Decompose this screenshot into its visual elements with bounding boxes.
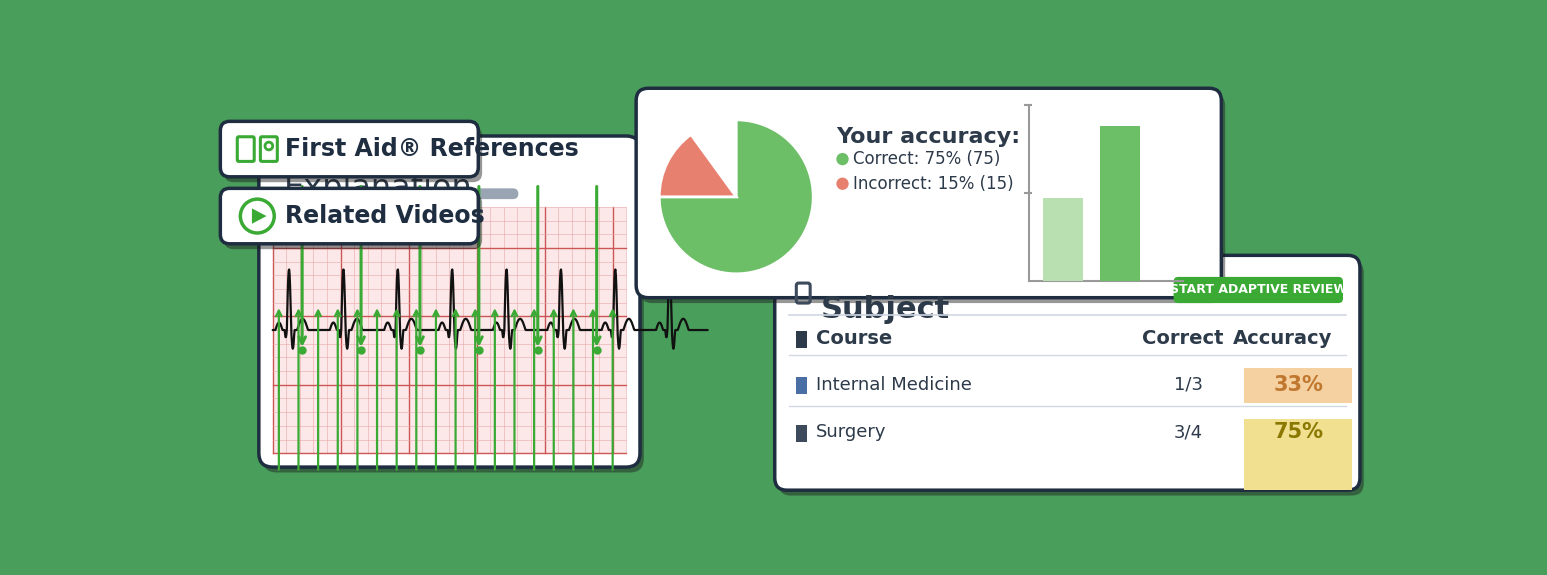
FancyBboxPatch shape xyxy=(263,141,644,473)
Text: START ADAPTIVE REVIEW: START ADAPTIVE REVIEW xyxy=(1170,283,1347,297)
Text: Accuracy: Accuracy xyxy=(1233,329,1332,348)
FancyBboxPatch shape xyxy=(224,194,483,249)
FancyBboxPatch shape xyxy=(636,88,1221,298)
FancyBboxPatch shape xyxy=(283,189,371,199)
Bar xyxy=(1100,126,1140,281)
Wedge shape xyxy=(659,120,814,274)
FancyBboxPatch shape xyxy=(220,189,478,244)
Bar xyxy=(1244,419,1352,490)
Bar xyxy=(797,331,808,348)
Text: Correct: 75% (75): Correct: 75% (75) xyxy=(854,150,1001,168)
Text: Internal Medicine: Internal Medicine xyxy=(817,375,972,394)
Text: Explanation: Explanation xyxy=(283,173,472,204)
FancyBboxPatch shape xyxy=(384,189,518,199)
FancyBboxPatch shape xyxy=(778,260,1364,496)
Text: Course: Course xyxy=(817,329,893,348)
Polygon shape xyxy=(252,208,266,224)
Text: Related Videos: Related Videos xyxy=(285,204,484,228)
FancyBboxPatch shape xyxy=(224,126,483,182)
FancyBboxPatch shape xyxy=(258,136,640,467)
FancyBboxPatch shape xyxy=(1174,277,1343,303)
Bar xyxy=(272,207,627,453)
FancyBboxPatch shape xyxy=(220,121,478,177)
Bar xyxy=(1043,198,1083,281)
Text: 1/3: 1/3 xyxy=(1174,375,1202,394)
Circle shape xyxy=(837,178,849,190)
Text: 75%: 75% xyxy=(1273,423,1323,442)
Circle shape xyxy=(837,153,849,165)
Text: Your accuracy:: Your accuracy: xyxy=(837,126,1021,147)
Text: Correct: Correct xyxy=(1142,329,1224,348)
Bar xyxy=(797,377,808,394)
Text: Subject: Subject xyxy=(821,296,950,324)
Text: Incorrect: 15% (15): Incorrect: 15% (15) xyxy=(854,175,1013,193)
FancyBboxPatch shape xyxy=(775,255,1360,490)
Wedge shape xyxy=(659,135,736,197)
Bar xyxy=(1244,368,1352,403)
Bar xyxy=(797,425,808,442)
Text: Surgery: Surgery xyxy=(817,423,886,442)
Text: 33%: 33% xyxy=(1273,375,1323,394)
FancyBboxPatch shape xyxy=(640,94,1225,303)
Text: First Aid® References: First Aid® References xyxy=(285,137,579,161)
Text: 3/4: 3/4 xyxy=(1174,423,1204,442)
